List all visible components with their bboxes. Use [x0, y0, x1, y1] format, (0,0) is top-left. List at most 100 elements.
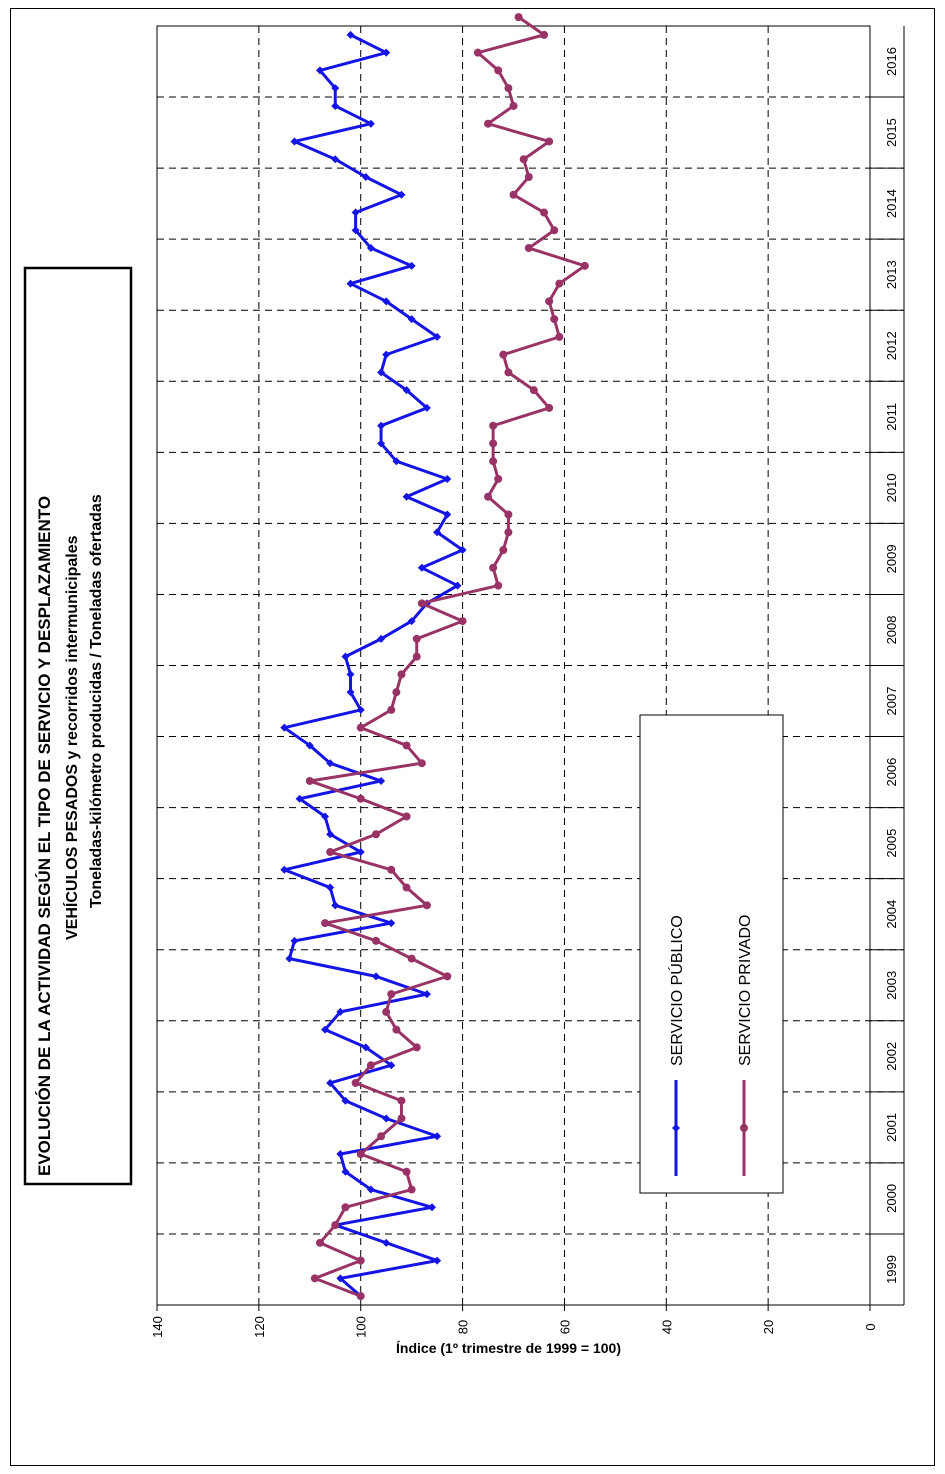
data-point	[346, 670, 355, 679]
legend-label: SERVICIO PÚBLICO	[667, 915, 686, 1066]
data-point	[519, 155, 528, 164]
data-point	[387, 705, 396, 714]
data-point	[321, 919, 330, 928]
grid-lines	[157, 26, 904, 1305]
data-point	[326, 883, 335, 892]
year-tick-label: 2009	[884, 544, 899, 573]
data-point	[545, 297, 554, 306]
data-point	[356, 705, 365, 714]
title-box	[23, 266, 133, 1186]
data-point	[494, 66, 503, 75]
year-tick-label: 2001	[884, 1113, 899, 1142]
data-point	[341, 652, 350, 661]
data-point	[361, 1043, 370, 1052]
data-point	[473, 48, 482, 57]
year-tick-label: 2008	[884, 616, 899, 645]
year-tick-label: 2013	[884, 260, 899, 289]
legend-entry: SERVICIO PRIVADO	[737, 915, 754, 1176]
year-tick-label: 2012	[884, 331, 899, 360]
data-point	[458, 617, 467, 626]
data-point	[504, 528, 513, 537]
data-point	[550, 315, 559, 324]
data-point	[366, 1061, 375, 1070]
data-point	[377, 1132, 386, 1141]
data-point	[331, 901, 340, 910]
data-point	[428, 1203, 437, 1212]
legend-box	[639, 714, 784, 1194]
data-point	[366, 244, 375, 253]
data-point	[285, 954, 294, 963]
value-tick-label: 80	[456, 1320, 471, 1334]
chart-subtitle: VEHÍCULOS PESADOS y recorridos intermuni…	[62, 535, 81, 940]
data-point	[310, 1274, 319, 1283]
data-point	[504, 510, 513, 519]
data-point	[356, 848, 365, 857]
data-point	[397, 1114, 406, 1123]
data-point	[336, 1007, 345, 1016]
legend-marker	[740, 1124, 748, 1132]
year-tick-label: 2007	[884, 687, 899, 716]
data-point	[382, 48, 391, 57]
data-point	[443, 474, 452, 483]
data-point	[336, 1274, 345, 1283]
data-point	[545, 137, 554, 146]
data-point	[402, 883, 411, 892]
data-point	[387, 1061, 396, 1070]
data-point	[422, 990, 431, 999]
data-point	[321, 1025, 330, 1034]
data-point	[499, 350, 508, 359]
data-point	[356, 1256, 365, 1265]
data-point	[550, 226, 559, 235]
data-point	[402, 492, 411, 501]
data-point	[580, 261, 589, 270]
legend-label: SERVICIO PRIVADO	[737, 915, 754, 1066]
data-point	[290, 137, 299, 146]
data-point	[331, 101, 340, 110]
data-point	[540, 30, 549, 39]
data-point	[366, 1185, 375, 1194]
series-layer	[280, 13, 589, 1301]
data-point	[529, 386, 538, 395]
data-point	[280, 723, 289, 732]
value-tick-label: 140	[150, 1316, 165, 1338]
data-point	[356, 1292, 365, 1301]
year-tick-label: 2014	[884, 189, 899, 218]
data-point	[315, 1238, 324, 1247]
value-axis: 0 20 40 60 80 100 120 140	[150, 1305, 878, 1338]
value-tick-label: 0	[863, 1323, 878, 1330]
data-point	[499, 546, 508, 555]
data-point	[433, 1256, 442, 1265]
year-tick-label: 2015	[884, 118, 899, 147]
data-point	[433, 1132, 442, 1141]
data-point	[326, 848, 335, 857]
data-point	[290, 936, 299, 945]
year-tick-label: 2003	[884, 971, 899, 1000]
data-point	[331, 84, 340, 93]
data-point	[356, 1150, 365, 1159]
chart-subtitle-2: Toneladas-kilómetro producidas / Tonelad…	[88, 494, 105, 908]
data-point	[382, 297, 391, 306]
year-tick-label: 2004	[884, 900, 899, 929]
data-point	[407, 617, 416, 626]
data-point	[504, 368, 513, 377]
value-tick-label: 20	[761, 1320, 776, 1334]
data-point	[377, 634, 386, 643]
data-point	[443, 510, 452, 519]
series-line	[282, 33, 465, 1298]
value-tick-label: 40	[659, 1320, 674, 1334]
year-tick-label: 1999	[884, 1255, 899, 1284]
data-point	[377, 421, 386, 430]
year-tick-label: 2006	[884, 758, 899, 787]
data-point	[382, 1238, 391, 1247]
data-point	[321, 812, 330, 821]
data-point	[280, 865, 289, 874]
data-point	[326, 830, 335, 839]
data-point	[377, 439, 386, 448]
year-tick-label: 2011	[884, 403, 899, 431]
data-point	[422, 901, 431, 910]
data-point	[371, 830, 380, 839]
data-point	[417, 563, 426, 572]
data-point	[433, 528, 442, 537]
data-point	[540, 208, 549, 217]
data-point	[397, 670, 406, 679]
